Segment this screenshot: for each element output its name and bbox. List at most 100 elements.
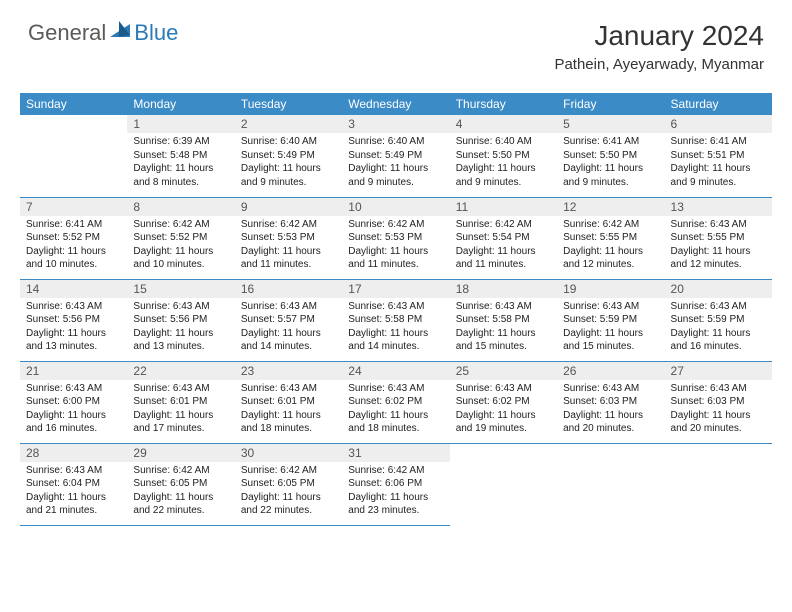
calendar-cell: 10Sunrise: 6:42 AMSunset: 5:53 PMDayligh… [342,197,449,279]
day-number: 24 [342,362,449,380]
calendar-cell: 18Sunrise: 6:43 AMSunset: 5:58 PMDayligh… [450,279,557,361]
day-details: Sunrise: 6:42 AMSunset: 5:53 PMDaylight:… [342,216,449,276]
calendar-cell: 25Sunrise: 6:43 AMSunset: 6:02 PMDayligh… [450,361,557,443]
day-details: Sunrise: 6:42 AMSunset: 5:53 PMDaylight:… [235,216,342,276]
day-details: Sunrise: 6:43 AMSunset: 6:02 PMDaylight:… [450,380,557,440]
day-details: Sunrise: 6:43 AMSunset: 6:03 PMDaylight:… [557,380,664,440]
calendar-row: 1Sunrise: 6:39 AMSunset: 5:48 PMDaylight… [20,115,772,197]
weekday-header: Sunday [20,93,127,115]
day-number: 23 [235,362,342,380]
day-number: 8 [127,198,234,216]
weekday-header: Monday [127,93,234,115]
day-number: 10 [342,198,449,216]
day-number: 5 [557,115,664,133]
calendar-cell: 15Sunrise: 6:43 AMSunset: 5:56 PMDayligh… [127,279,234,361]
calendar-cell: 2Sunrise: 6:40 AMSunset: 5:49 PMDaylight… [235,115,342,197]
calendar-cell: 22Sunrise: 6:43 AMSunset: 6:01 PMDayligh… [127,361,234,443]
day-number: 25 [450,362,557,380]
weekday-header: Saturday [665,93,772,115]
day-number: 20 [665,280,772,298]
weekday-header: Thursday [450,93,557,115]
day-details: Sunrise: 6:41 AMSunset: 5:51 PMDaylight:… [665,133,772,193]
calendar-cell: 1Sunrise: 6:39 AMSunset: 5:48 PMDaylight… [127,115,234,197]
day-details: Sunrise: 6:43 AMSunset: 5:57 PMDaylight:… [235,298,342,358]
logo: General Blue [28,20,178,46]
title-block: January 2024 Pathein, Ayeyarwady, Myanma… [554,20,764,73]
day-details: Sunrise: 6:43 AMSunset: 6:03 PMDaylight:… [665,380,772,440]
location: Pathein, Ayeyarwady, Myanmar [554,56,764,73]
day-number: 22 [127,362,234,380]
calendar-cell: 19Sunrise: 6:43 AMSunset: 5:59 PMDayligh… [557,279,664,361]
calendar-cell: 6Sunrise: 6:41 AMSunset: 5:51 PMDaylight… [665,115,772,197]
day-number: 26 [557,362,664,380]
day-number: 21 [20,362,127,380]
day-number: 18 [450,280,557,298]
logo-text-general: General [28,20,106,46]
calendar-cell: 30Sunrise: 6:42 AMSunset: 6:05 PMDayligh… [235,443,342,525]
day-details: Sunrise: 6:43 AMSunset: 5:59 PMDaylight:… [665,298,772,358]
day-number: 14 [20,280,127,298]
logo-sail-icon [110,21,132,44]
calendar-cell: 8Sunrise: 6:42 AMSunset: 5:52 PMDaylight… [127,197,234,279]
calendar-cell: 29Sunrise: 6:42 AMSunset: 6:05 PMDayligh… [127,443,234,525]
calendar-cell: 5Sunrise: 6:41 AMSunset: 5:50 PMDaylight… [557,115,664,197]
calendar-cell: 14Sunrise: 6:43 AMSunset: 5:56 PMDayligh… [20,279,127,361]
day-number: 27 [665,362,772,380]
calendar-cell [20,115,127,197]
day-number: 17 [342,280,449,298]
day-details: Sunrise: 6:42 AMSunset: 6:05 PMDaylight:… [235,462,342,522]
calendar-cell: 4Sunrise: 6:40 AMSunset: 5:50 PMDaylight… [450,115,557,197]
calendar-table: SundayMondayTuesdayWednesdayThursdayFrid… [20,93,772,526]
calendar-cell: 28Sunrise: 6:43 AMSunset: 6:04 PMDayligh… [20,443,127,525]
day-details: Sunrise: 6:42 AMSunset: 6:06 PMDaylight:… [342,462,449,522]
day-details: Sunrise: 6:41 AMSunset: 5:50 PMDaylight:… [557,133,664,193]
calendar-cell [450,443,557,525]
calendar-cell: 7Sunrise: 6:41 AMSunset: 5:52 PMDaylight… [20,197,127,279]
day-number: 9 [235,198,342,216]
day-details: Sunrise: 6:39 AMSunset: 5:48 PMDaylight:… [127,133,234,193]
logo-text-blue: Blue [134,20,178,46]
day-number: 19 [557,280,664,298]
day-details: Sunrise: 6:43 AMSunset: 5:56 PMDaylight:… [20,298,127,358]
calendar-cell [665,443,772,525]
weekday-header: Wednesday [342,93,449,115]
day-details: Sunrise: 6:42 AMSunset: 5:52 PMDaylight:… [127,216,234,276]
day-number: 1 [127,115,234,133]
day-details: Sunrise: 6:43 AMSunset: 5:58 PMDaylight:… [450,298,557,358]
day-details: Sunrise: 6:43 AMSunset: 6:01 PMDaylight:… [235,380,342,440]
day-number: 4 [450,115,557,133]
calendar-body: 1Sunrise: 6:39 AMSunset: 5:48 PMDaylight… [20,115,772,525]
day-details: Sunrise: 6:41 AMSunset: 5:52 PMDaylight:… [20,216,127,276]
day-details: Sunrise: 6:40 AMSunset: 5:50 PMDaylight:… [450,133,557,193]
header: General Blue January 2024 Pathein, Ayeya… [0,0,792,81]
calendar-cell: 9Sunrise: 6:42 AMSunset: 5:53 PMDaylight… [235,197,342,279]
day-details: Sunrise: 6:43 AMSunset: 6:04 PMDaylight:… [20,462,127,522]
day-details: Sunrise: 6:43 AMSunset: 5:56 PMDaylight:… [127,298,234,358]
calendar-cell: 13Sunrise: 6:43 AMSunset: 5:55 PMDayligh… [665,197,772,279]
day-details: Sunrise: 6:42 AMSunset: 5:55 PMDaylight:… [557,216,664,276]
day-number: 11 [450,198,557,216]
day-number: 29 [127,444,234,462]
day-details: Sunrise: 6:43 AMSunset: 6:01 PMDaylight:… [127,380,234,440]
day-number: 30 [235,444,342,462]
calendar-cell: 23Sunrise: 6:43 AMSunset: 6:01 PMDayligh… [235,361,342,443]
weekday-header: Friday [557,93,664,115]
day-number: 2 [235,115,342,133]
day-number: 7 [20,198,127,216]
calendar-cell [557,443,664,525]
day-details: Sunrise: 6:43 AMSunset: 5:59 PMDaylight:… [557,298,664,358]
day-details: Sunrise: 6:43 AMSunset: 6:00 PMDaylight:… [20,380,127,440]
calendar-row: 14Sunrise: 6:43 AMSunset: 5:56 PMDayligh… [20,279,772,361]
day-details: Sunrise: 6:40 AMSunset: 5:49 PMDaylight:… [235,133,342,193]
calendar-cell: 20Sunrise: 6:43 AMSunset: 5:59 PMDayligh… [665,279,772,361]
day-number: 6 [665,115,772,133]
weekday-header: Tuesday [235,93,342,115]
calendar-cell: 12Sunrise: 6:42 AMSunset: 5:55 PMDayligh… [557,197,664,279]
calendar-cell: 26Sunrise: 6:43 AMSunset: 6:03 PMDayligh… [557,361,664,443]
day-details: Sunrise: 6:43 AMSunset: 6:02 PMDaylight:… [342,380,449,440]
day-number: 3 [342,115,449,133]
day-details: Sunrise: 6:43 AMSunset: 5:58 PMDaylight:… [342,298,449,358]
calendar-cell: 17Sunrise: 6:43 AMSunset: 5:58 PMDayligh… [342,279,449,361]
calendar-cell: 3Sunrise: 6:40 AMSunset: 5:49 PMDaylight… [342,115,449,197]
day-number: 16 [235,280,342,298]
